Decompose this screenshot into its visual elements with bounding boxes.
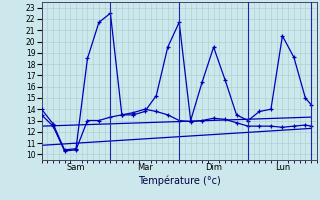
X-axis label: Température (°c): Température (°c) — [138, 176, 220, 186]
